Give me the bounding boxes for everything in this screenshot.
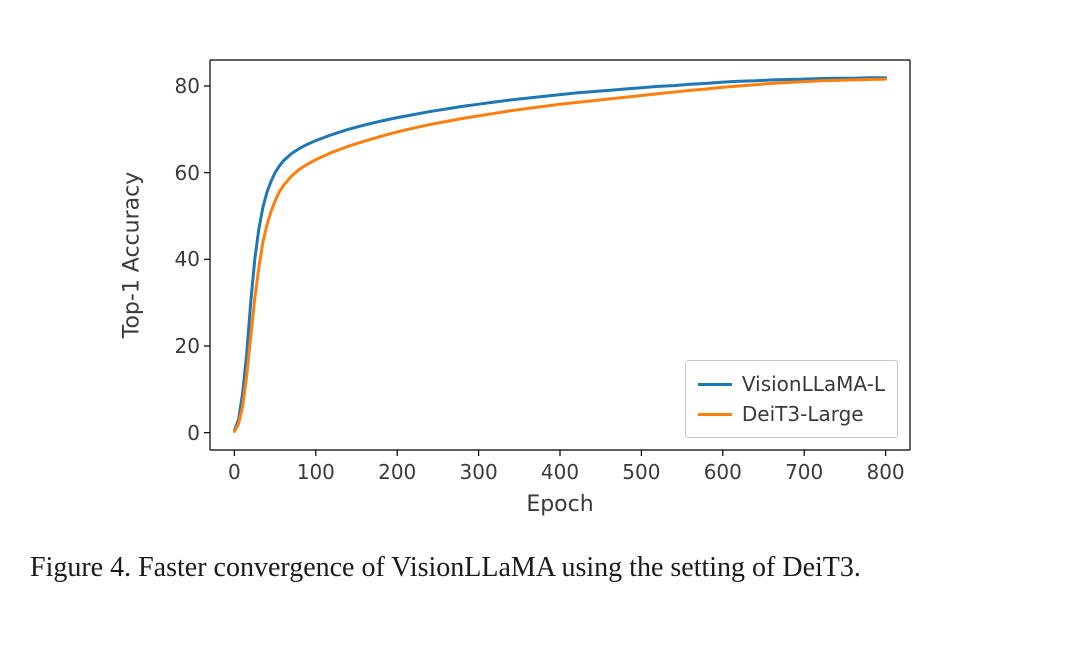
legend-label: DeiT3-Large: [742, 402, 864, 426]
x-tick-label: 600: [704, 460, 742, 484]
x-tick-label: 200: [378, 460, 416, 484]
x-tick-label: 400: [541, 460, 579, 484]
y-tick-label: 80: [170, 74, 200, 98]
x-tick-label: 800: [866, 460, 904, 484]
legend-swatch: [698, 383, 732, 386]
x-tick-label: 500: [622, 460, 660, 484]
figure-caption: Figure 4. Faster convergence of VisionLL…: [30, 548, 1050, 589]
x-tick-label: 700: [785, 460, 823, 484]
legend-item: DeiT3-Large: [698, 399, 885, 429]
y-tick-label: 60: [170, 161, 200, 185]
legend-item: VisionLLaMA-L: [698, 369, 885, 399]
x-tick-label: 100: [297, 460, 335, 484]
figure-container: VisionLLaMA-L DeiT3-Large Epoch Top-1 Acc…: [0, 0, 1080, 660]
x-axis-label: Epoch: [526, 492, 593, 517]
y-tick-label: 20: [170, 334, 200, 358]
y-axis-label: Top-1 Accuracy: [120, 172, 145, 339]
x-tick-label: 300: [460, 460, 498, 484]
legend: VisionLLaMA-L DeiT3-Large: [685, 360, 898, 438]
y-tick-label: 40: [170, 247, 200, 271]
legend-label: VisionLLaMA-L: [742, 372, 885, 396]
x-tick-label: 0: [228, 460, 241, 484]
legend-swatch: [698, 413, 732, 416]
y-tick-label: 0: [170, 421, 200, 445]
